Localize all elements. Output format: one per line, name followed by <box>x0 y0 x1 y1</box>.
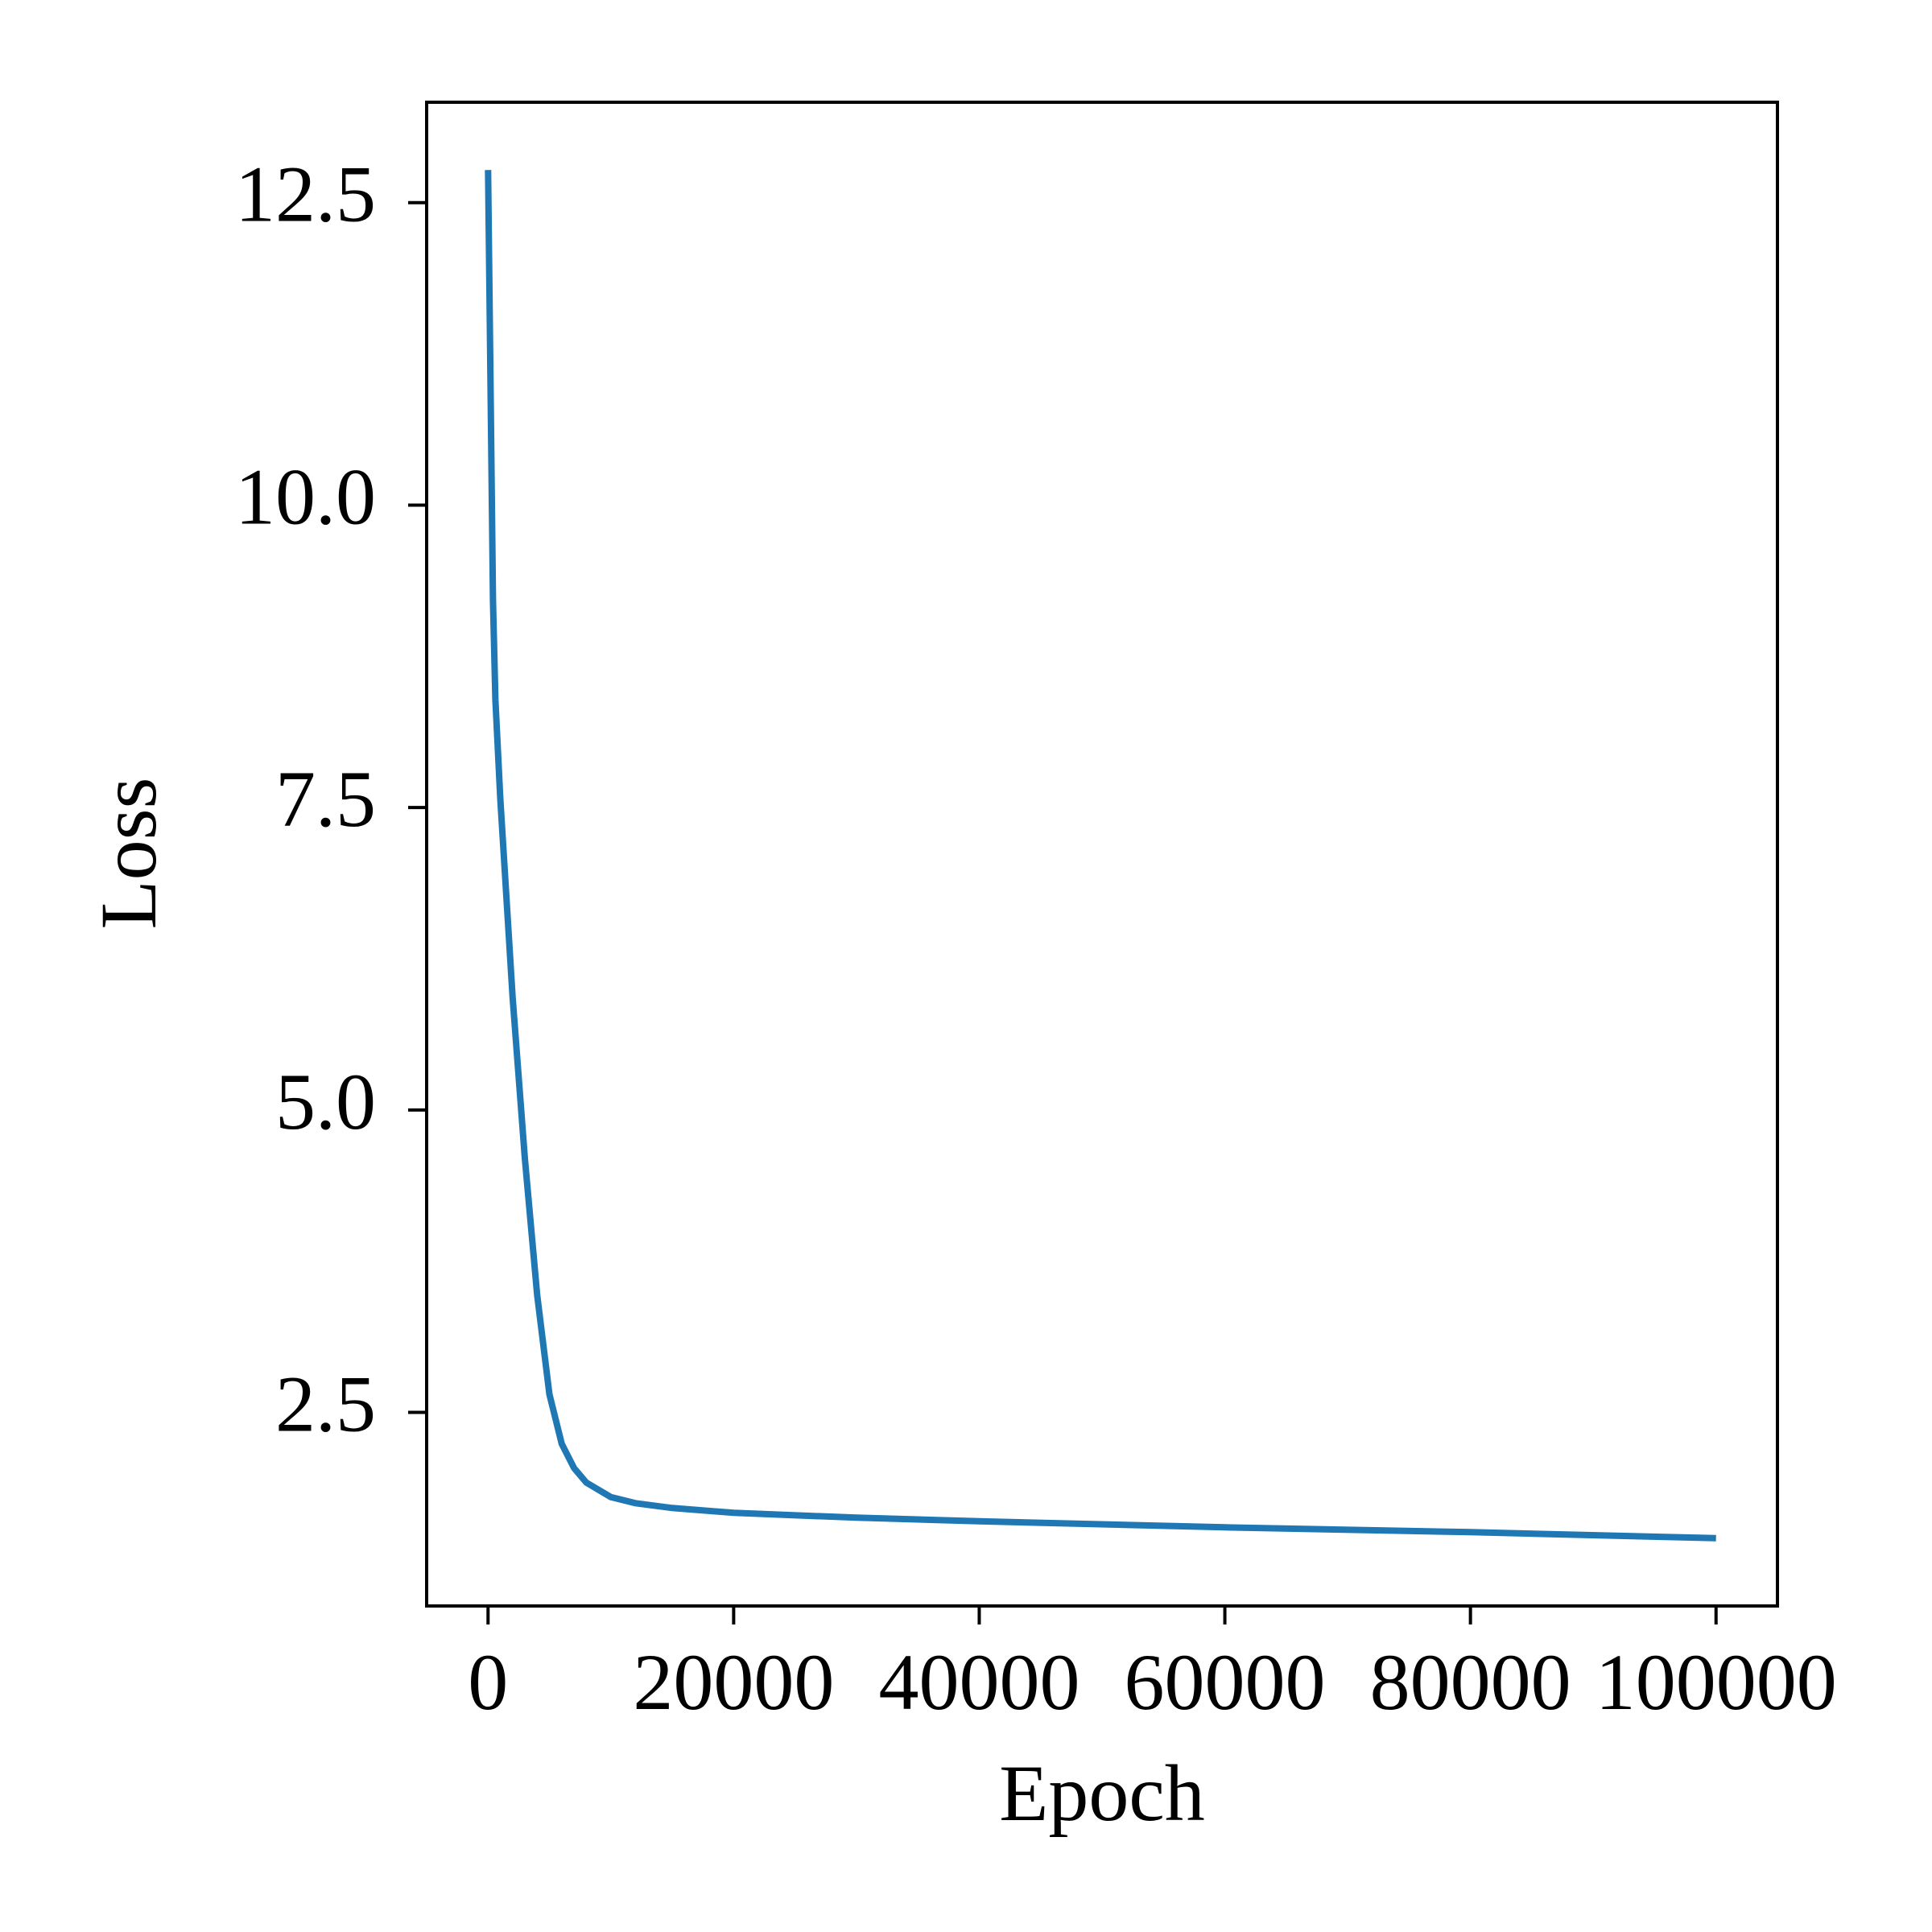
x-tick-label: 80000 <box>1370 1637 1571 1727</box>
x-tick-label: 20000 <box>633 1637 834 1727</box>
y-tick-label: 7.5 <box>275 754 376 844</box>
x-tick-label: 60000 <box>1125 1637 1326 1727</box>
y-tick-label: 2.5 <box>275 1360 376 1449</box>
x-axis-label: Epoch <box>999 1748 1204 1838</box>
y-tick-label: 10.0 <box>235 452 376 541</box>
y-tick-label: 12.5 <box>235 150 376 239</box>
y-axis-label: Loss <box>84 778 173 930</box>
line-series <box>485 170 1716 1542</box>
x-tick-label: 0 <box>468 1637 508 1727</box>
plot-frame <box>425 101 1779 1608</box>
x-tick-label: 40000 <box>878 1637 1080 1727</box>
y-tick-label: 5.0 <box>275 1057 376 1146</box>
x-tick-label: 100000 <box>1596 1637 1837 1727</box>
